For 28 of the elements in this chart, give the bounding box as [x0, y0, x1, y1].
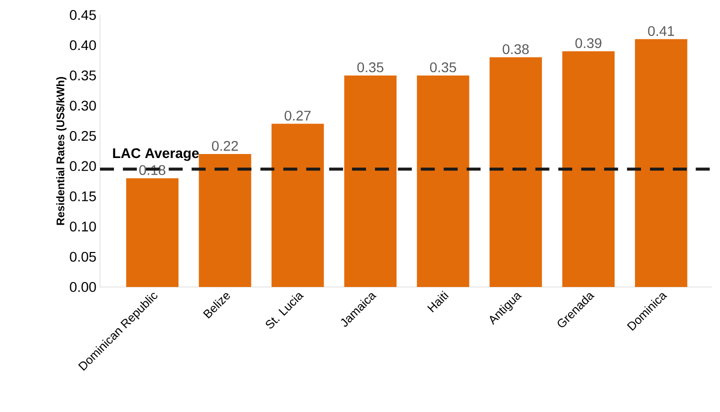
bar: [344, 75, 397, 287]
y-tick-label: 0.45: [70, 10, 96, 20]
y-tick-label: 0.20: [70, 161, 96, 172]
data-label: 0.35: [357, 62, 384, 72]
y-tick-label: 0.05: [70, 252, 96, 262]
data-label: 0.38: [502, 44, 529, 54]
bar: [198, 154, 252, 287]
y-axis-title: Residential Rates (US$/kWh): [56, 76, 66, 225]
bar: [490, 57, 542, 287]
data-label: 0.41: [648, 26, 674, 36]
data-label: 0.22: [212, 140, 238, 151]
bar: [416, 75, 470, 287]
data-label: 0.35: [430, 62, 456, 72]
y-tick-label: 0.15: [70, 191, 96, 202]
bar: [272, 124, 324, 287]
y-tick-label: 0.25: [70, 130, 96, 141]
data-label: 0.39: [575, 38, 602, 48]
data-label: 0.27: [284, 110, 311, 121]
y-tick-label: 0.40: [70, 40, 96, 50]
y-tick-label: 0.30: [70, 100, 96, 111]
y-tick-label: 0.00: [70, 282, 96, 292]
bar: [562, 51, 615, 287]
y-tick-label: 0.35: [70, 70, 96, 80]
data-label: 0.18: [139, 165, 166, 176]
bar: [126, 178, 178, 287]
y-tick-label: 0.10: [70, 222, 96, 232]
ref-line-label: LAC Average: [113, 148, 199, 161]
bar: [634, 39, 688, 287]
